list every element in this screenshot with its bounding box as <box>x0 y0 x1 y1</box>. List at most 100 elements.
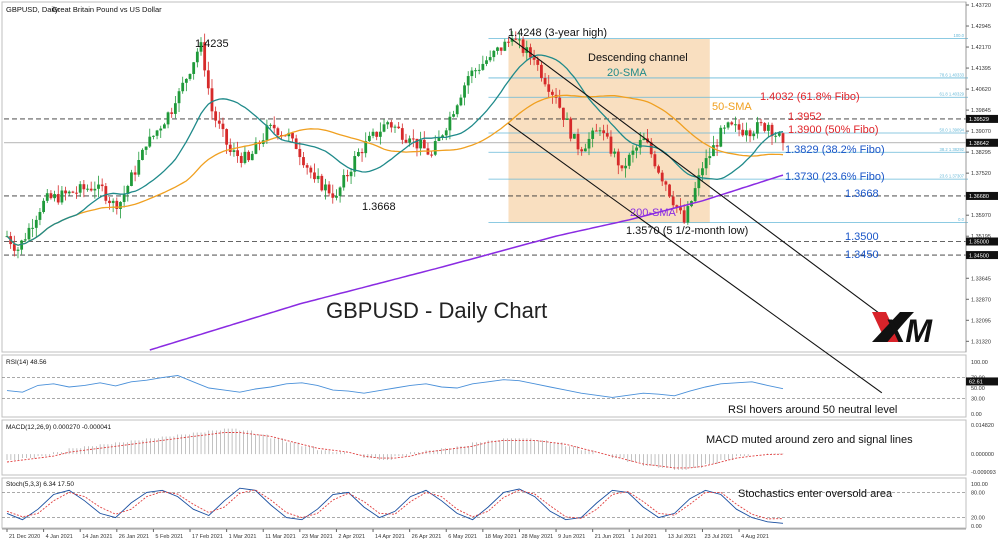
time-axis-tick-label: 21 Dec 2020 <box>9 534 40 540</box>
candle-body <box>162 124 166 129</box>
annotation-sma20: 20-SMA <box>607 67 647 79</box>
candle-body <box>203 42 207 71</box>
candle-body <box>184 78 188 83</box>
xm-logo: XM <box>872 312 933 349</box>
candle-body <box>437 137 441 142</box>
candle-body <box>342 175 346 188</box>
price-axis-tick-label: 1.42945 <box>971 24 991 30</box>
candle-body <box>53 194 56 199</box>
candle-body <box>708 156 712 159</box>
candle-body <box>518 39 521 41</box>
fibo-level-label: 100.0 <box>954 33 965 38</box>
candle-body <box>309 167 313 173</box>
candle-body <box>148 136 152 147</box>
chart-symbol: GBPUSD, Daily: <box>6 5 61 14</box>
time-axis-tick-label: 18 May 2021 <box>485 534 517 540</box>
chart-description: Great Britain Pound vs US Dollar <box>52 5 162 14</box>
candle-body <box>291 132 294 139</box>
candle-body <box>239 156 243 163</box>
price-axis-marker <box>966 191 998 200</box>
candle-body <box>137 160 141 175</box>
candle-body <box>697 175 701 189</box>
candle-body <box>477 69 481 71</box>
rsi-axis-tick-label: 30.00 <box>971 396 985 402</box>
candle-body <box>433 141 437 155</box>
candle-body <box>660 172 664 182</box>
candle-body <box>627 154 631 166</box>
candle-body <box>679 207 682 211</box>
candle-body <box>591 130 595 139</box>
candle-body <box>466 76 470 86</box>
candle-body <box>657 166 660 173</box>
candle-body <box>60 190 64 203</box>
candle-body <box>327 184 331 194</box>
candle-body <box>382 124 386 132</box>
price-axis-tick-label: 1.38295 <box>971 150 991 156</box>
rsi-title: RSI(14) 48.56 <box>6 359 47 366</box>
candle-body <box>214 111 218 121</box>
time-axis-tick-label: 1 Mar 2021 <box>229 534 257 540</box>
candle-body <box>668 184 671 197</box>
candle-body <box>49 193 53 199</box>
price-axis-tick-label: 1.31320 <box>971 339 991 345</box>
candle-body <box>642 138 646 141</box>
candle-body <box>748 130 752 137</box>
stoch-title: Stoch(5,3,3) 6.34 17.50 <box>6 481 74 488</box>
time-axis-tick-label: 21 Jun 2021 <box>595 534 625 540</box>
fibo-level-label: 0.0 <box>958 217 964 222</box>
candle-body <box>126 185 130 194</box>
candle-body <box>613 151 617 154</box>
candle-body <box>192 62 196 74</box>
candle-body <box>166 112 170 125</box>
candle-body <box>744 130 748 136</box>
candle-body <box>474 70 477 72</box>
candle-body <box>173 103 177 114</box>
macd-axis-tick-label: 0.000000 <box>971 452 994 458</box>
candle-body <box>730 122 734 125</box>
annotation-fibo-red: 1.3900 (50% Fibo) <box>788 124 879 136</box>
price-axis-tick-label: 1.32095 <box>971 318 991 324</box>
annotation-level-red: 1.3952 <box>788 111 822 123</box>
stoch-panel-frame <box>1 477 967 529</box>
candle-body <box>488 57 492 61</box>
candle-body <box>331 193 335 198</box>
rsi-comment: RSI hovers around 50 neutral level <box>728 404 897 416</box>
time-axis-tick-label: 23 Jul 2021 <box>704 534 732 540</box>
candle-body <box>609 136 613 154</box>
candle-body <box>356 152 360 157</box>
fibo-level-label: 61.8 1.40329 <box>940 92 965 97</box>
rsi-line <box>6 375 784 398</box>
fibo-level-label: 78.6 1.40333 <box>940 72 965 77</box>
candle-body <box>463 85 466 98</box>
price-axis-marker-label: 1.36680 <box>969 194 989 200</box>
candle-body <box>620 165 624 169</box>
time-axis-tick-label: 17 Feb 2021 <box>192 534 223 540</box>
fibo-level-label: 23.6 1.37307 <box>940 174 965 179</box>
candle-body <box>408 138 412 143</box>
rsi-axis-marker-label: 62.61 <box>969 380 983 386</box>
candle-body <box>536 59 540 65</box>
candle-body <box>250 153 254 161</box>
candle-body <box>635 147 638 151</box>
time-axis-tick-label: 6 May 2021 <box>448 534 477 540</box>
candle-body <box>170 112 174 114</box>
candle-body <box>565 118 569 120</box>
candle-body <box>759 122 763 124</box>
candle-body <box>217 120 221 124</box>
annotation-fibo-blue: 1.3730 (23.6% Fibo) <box>785 171 885 183</box>
annotation-low: 1.3570 (5 1/2-month low) <box>626 225 748 237</box>
candle-body <box>27 227 31 240</box>
candle-body <box>228 144 232 153</box>
price-axis-marker <box>966 138 998 147</box>
candle-body <box>770 124 774 137</box>
candle-body <box>320 175 324 191</box>
candle-body <box>247 151 250 161</box>
annotation-sma50: 50-SMA <box>712 101 752 113</box>
candle-body <box>141 149 144 161</box>
rsi-axis-tick-label: 100.00 <box>971 360 988 366</box>
candle-body <box>71 191 75 193</box>
candle-body <box>649 142 653 155</box>
channel-upper-line <box>508 36 883 316</box>
time-axis-tick-label: 13 Jul 2021 <box>668 534 696 540</box>
candle-body <box>276 128 280 136</box>
